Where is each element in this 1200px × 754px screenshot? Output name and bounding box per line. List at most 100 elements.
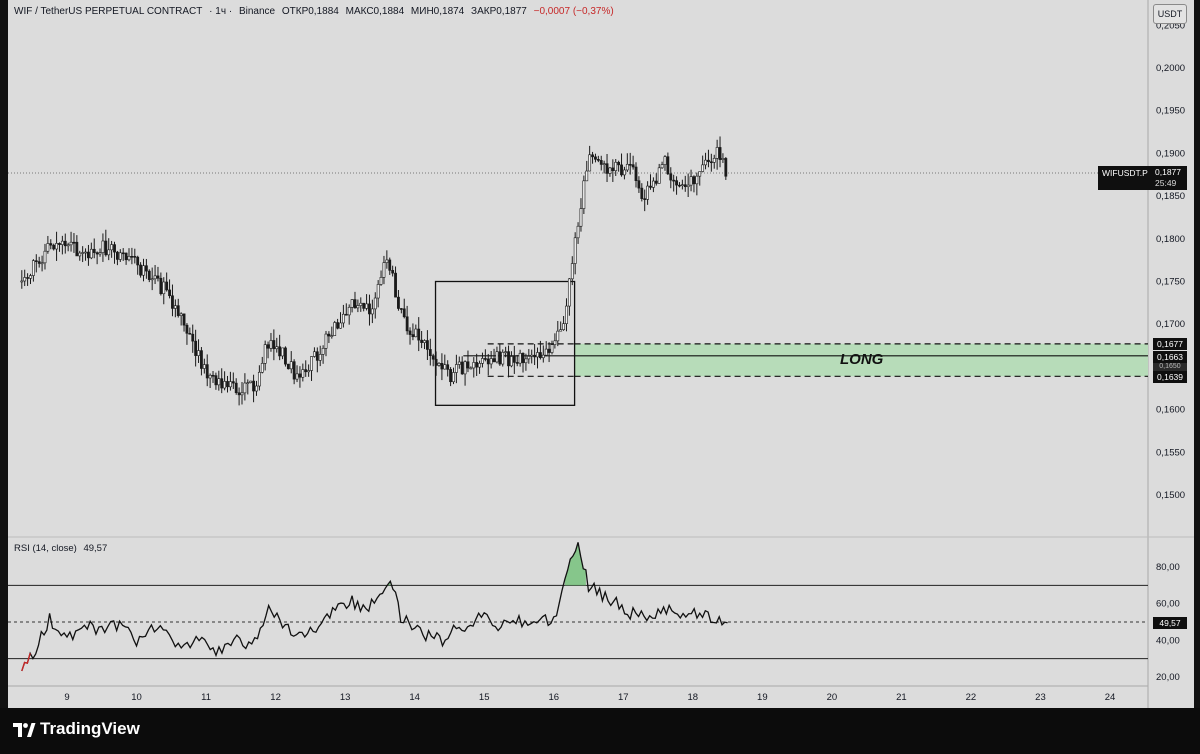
candle-body: [692, 176, 696, 185]
candle-body: [512, 356, 516, 363]
symbol-title[interactable]: WIF / TetherUS PERPETUAL CONTRACT: [14, 6, 203, 17]
candle-body: [683, 184, 687, 188]
candle-body: [368, 303, 371, 315]
candle-body: [539, 352, 542, 359]
candle-body: [321, 348, 325, 355]
ohlc-high: МАКС0,1884: [345, 6, 405, 17]
candle-body: [611, 167, 615, 172]
candle-body: [336, 322, 339, 329]
candle-body: [136, 256, 140, 266]
price-pane: [8, 136, 1148, 406]
candle-body: [330, 335, 334, 337]
candle-body: [498, 351, 502, 365]
price-tick-label: 0,2050: [1156, 20, 1185, 31]
axes: 0,2050 0,2000 0,1950 0,1900 0,1850 0,1800 0,17…: [64, 20, 1185, 703]
candle-body: [223, 381, 227, 389]
price-tick-label: 0,1900: [1156, 148, 1185, 159]
candle-body: [695, 175, 699, 185]
candle-body: [344, 313, 348, 316]
candle-body: [217, 378, 221, 386]
candle-body: [231, 381, 235, 384]
candle-body: [26, 277, 29, 279]
candle-body: [142, 265, 145, 276]
price-tick-label: 0,1950: [1156, 106, 1185, 117]
time-tick-label: 15: [479, 692, 490, 703]
candle-body: [197, 350, 200, 356]
candle-body: [388, 259, 392, 271]
candle-body: [284, 347, 287, 365]
candle-body: [414, 328, 418, 338]
zone-upper-tag: 0,1677: [1153, 338, 1187, 350]
candle-body: [634, 166, 638, 181]
chart-canvas[interactable]: 0,2050 0,2000 0,1950 0,1900 0,1850 0,1800 0,17…: [8, 0, 1194, 708]
candle-body: [194, 340, 198, 356]
candle-body: [478, 363, 481, 368]
candle-body: [168, 289, 171, 297]
candle-body: [257, 371, 261, 387]
candle-body: [440, 363, 444, 370]
footer-bar: [0, 708, 1200, 754]
candle-body: [243, 382, 247, 394]
candle-body: [34, 260, 38, 262]
candle-body: [208, 374, 212, 379]
rsi-oversold-segment: [21, 653, 31, 672]
candle-body: [249, 380, 253, 383]
rsi-value-tag: 49,57: [1153, 617, 1187, 629]
candle-body: [394, 272, 397, 298]
candle-body: [173, 305, 177, 309]
last-price-tag: WIFUSDT.P 0,1877 25:49: [1098, 166, 1187, 190]
price-tag-countdown: 25:49: [1155, 178, 1177, 188]
tradingview-brand[interactable]: TradingView: [40, 719, 140, 738]
candle-body: [98, 252, 102, 255]
candle-body: [709, 161, 713, 164]
candle-body: [518, 352, 522, 364]
rsi-legend[interactable]: RSI (14, close) 49,57: [14, 543, 111, 554]
candle-body: [347, 306, 351, 316]
long-zone-fill: [574, 343, 1148, 377]
candle-body: [553, 340, 557, 345]
candle-body: [579, 208, 583, 227]
candle-body: [524, 358, 528, 364]
candle-body: [313, 351, 316, 357]
candle-body: [437, 363, 441, 366]
consolidation-box: [434, 280, 576, 406]
time-tick-label: 18: [688, 692, 699, 703]
candle-body: [327, 333, 331, 337]
candle-body: [565, 305, 568, 324]
candle-body: [559, 329, 563, 332]
price-tick-label: 0,1700: [1156, 319, 1185, 330]
tradingview-logo-icon: [13, 723, 36, 737]
candle-body: [466, 361, 470, 369]
candle-body: [205, 364, 209, 379]
candle-body: [263, 344, 267, 364]
candle-body: [640, 187, 644, 199]
currency-button[interactable]: USDT: [1153, 4, 1187, 24]
candle-body: [310, 356, 313, 371]
candle-body: [721, 158, 725, 160]
candle-body: [84, 251, 87, 254]
candle-body: [391, 270, 395, 274]
candle-body: [286, 363, 290, 370]
candle-body: [718, 147, 722, 160]
candle-body: [521, 352, 525, 364]
candle-body: [472, 362, 476, 369]
rsi-pane: [8, 542, 1148, 672]
candle-body: [675, 180, 678, 186]
candle-body: [104, 240, 108, 256]
candle-body: [69, 241, 73, 246]
candle-body: [29, 275, 32, 279]
candle-body: [556, 330, 560, 342]
candle-body: [651, 180, 655, 188]
candle-body: [260, 363, 264, 373]
price-tick-label: 0,1500: [1156, 490, 1185, 501]
candle-body: [594, 156, 597, 160]
candle-body: [608, 167, 612, 174]
long-zone-label: LONG: [840, 351, 884, 368]
interval-label[interactable]: · 1ч ·: [209, 6, 233, 17]
zone-lower-tag: 0,1639: [1153, 371, 1187, 383]
candle-body: [623, 169, 626, 176]
rsi-tick-label: 20,00: [1156, 672, 1180, 683]
time-tick-label: 17: [618, 692, 629, 703]
price-tag-price: 0,1877: [1155, 167, 1181, 177]
candle-body: [701, 164, 705, 172]
